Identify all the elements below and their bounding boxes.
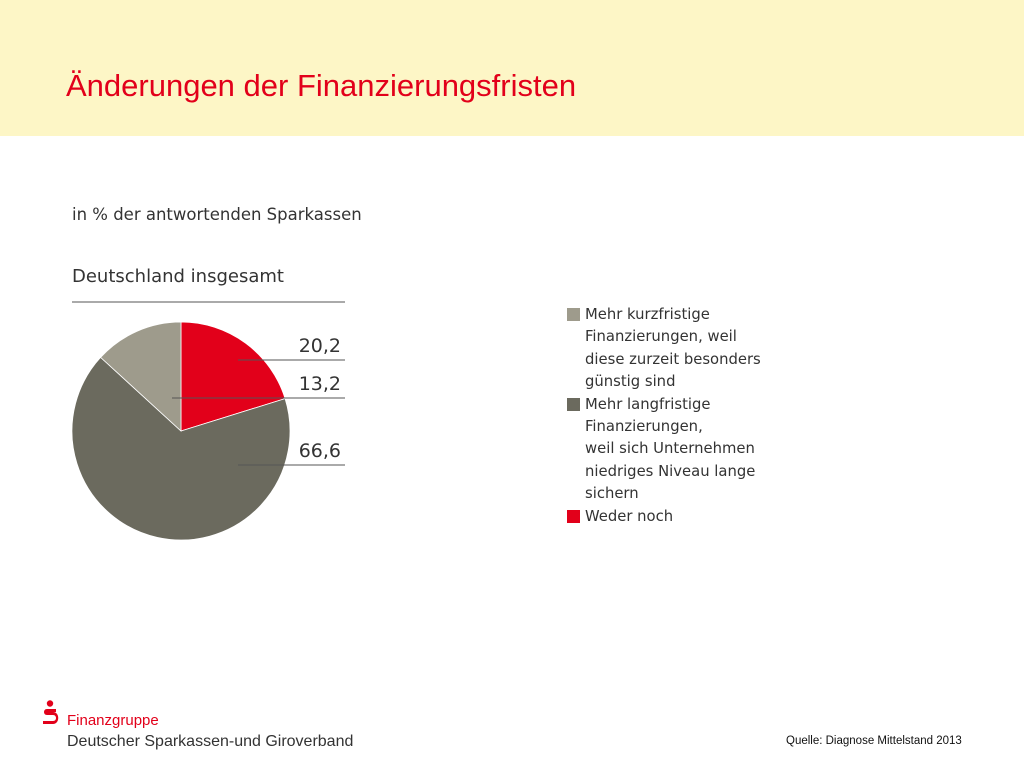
legend-label: Mehr kurzfristige Finanzierungen, weil d…	[585, 306, 761, 391]
chart-legend: Mehr kurzfristige Finanzierungen, weil d…	[567, 304, 807, 528]
pie-slices	[71, 321, 291, 541]
legend-swatch	[567, 308, 580, 321]
footer-org-line2: Deutscher Sparkassen-und Giroverband	[67, 733, 354, 750]
source-note: Quelle: Diagnose Mittelstand 2013	[786, 735, 962, 747]
header-band	[0, 0, 1024, 136]
legend-label: Mehr langfristige Finanzierungen, weil s…	[585, 395, 756, 503]
value-label-3: 66,6	[299, 440, 341, 462]
value-label-2: 13,2	[299, 373, 341, 395]
legend-label: Weder noch	[585, 507, 674, 525]
chart-subtitle: in % der antwortenden Sparkassen	[72, 205, 362, 224]
pie-slice	[180, 321, 286, 432]
sparkasse-logo-icon	[43, 700, 59, 724]
legend-item: Mehr langfristige Finanzierungen, weil s…	[567, 394, 807, 506]
pie-slice	[100, 321, 182, 432]
legend-item: Mehr kurzfristige Finanzierungen, weil d…	[567, 304, 807, 394]
footer-org-line1: Finanzgruppe	[67, 712, 159, 729]
legend-swatch	[567, 509, 580, 523]
pie-slice	[71, 356, 291, 541]
chart-title: Deutschland insgesamt	[72, 266, 284, 287]
legend-swatch	[567, 397, 580, 411]
legend-item: Weder noch	[567, 506, 807, 528]
value-label-1: 20,2	[299, 335, 341, 357]
slide-title: Änderungen der Finanzierungsfristen	[66, 68, 577, 103]
